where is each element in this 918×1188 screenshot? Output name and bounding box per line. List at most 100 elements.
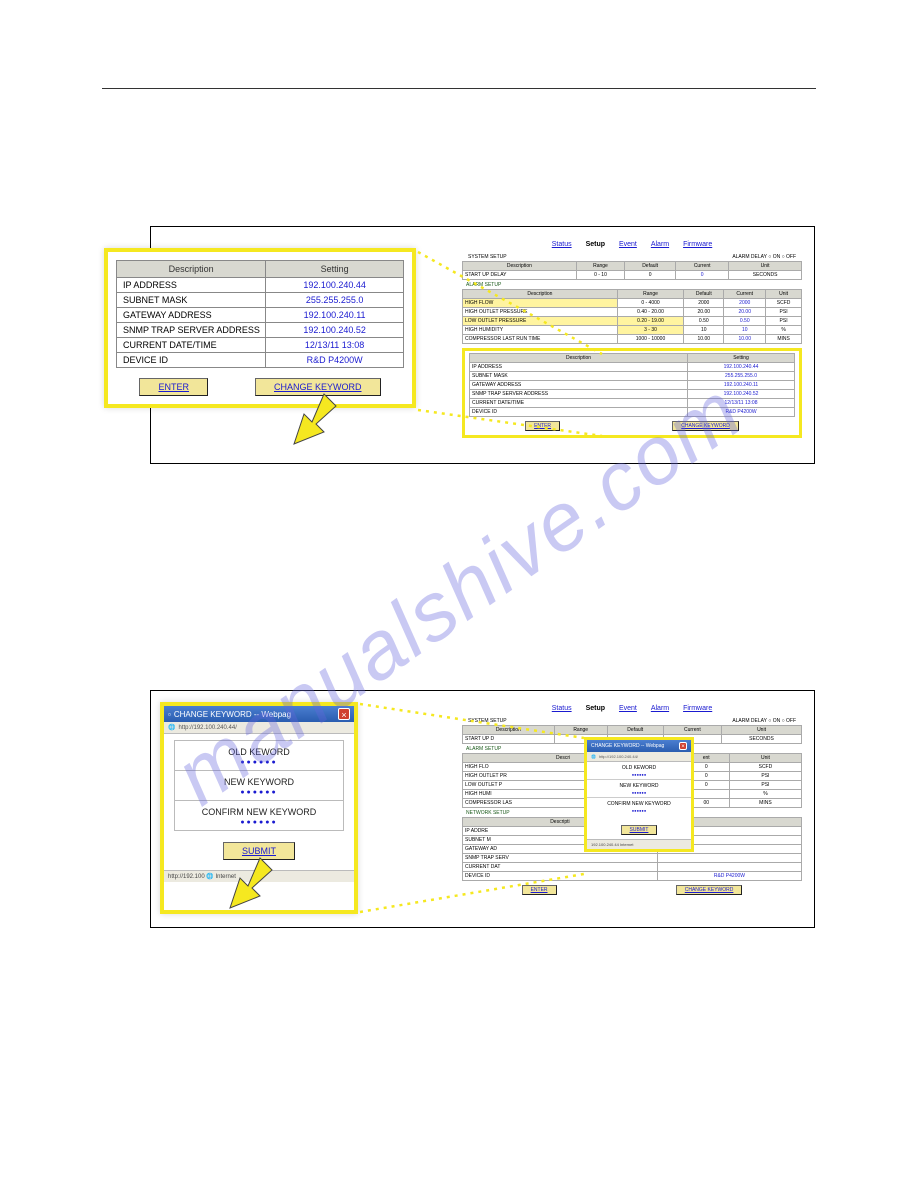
- c: Current: [663, 726, 721, 735]
- change-keyword-button-small[interactable]: CHANGE KEYWORD: [672, 421, 739, 431]
- globe-icon: 🌐: [206, 874, 215, 880]
- cell: 255.255.255.0: [266, 293, 404, 308]
- cell: 1000 - 10000: [617, 335, 683, 344]
- cell: CURRENT DATE/TIME: [470, 399, 688, 408]
- cell: DEVICE ID: [470, 408, 688, 417]
- arrow-change-keyword: [280, 388, 350, 454]
- network-setup-table-small: DescriptionSetting IP ADDRESS192.100.240…: [469, 353, 795, 417]
- col-default: Default: [684, 290, 724, 299]
- table-row: CURRENT DAT: [463, 863, 802, 872]
- table-row: HIGH OUTLET PRESSURE0.40 - 20.0020.0020.…: [463, 308, 802, 317]
- cell: SNMP TRAP SERVER ADDRESS: [470, 390, 688, 399]
- confirm-keyword-label: CONFIRM NEW KEYWORD: [175, 801, 343, 819]
- popup-titlebar-small: CHANGE KEYWORD -- Webpag ×: [587, 740, 691, 752]
- table-row: CURRENT DATE/TIME12/13/11 13:08: [470, 399, 795, 408]
- nav-event[interactable]: Event: [619, 705, 637, 712]
- network-setup-highlight-small: DescriptionSetting IP ADDRESS192.100.240…: [462, 348, 802, 438]
- cell: SUBNET MASK: [470, 372, 688, 381]
- col-current: Current: [724, 290, 766, 299]
- table-row: SUBNET MASK255.255.255.0: [470, 372, 795, 381]
- submit-button-small[interactable]: SUBMIT: [621, 825, 658, 835]
- cell: 0.50: [724, 317, 766, 326]
- cell: HIGH FLOW: [463, 299, 618, 308]
- cell: CURRENT DATE/TIME: [117, 338, 266, 353]
- globe-icon: 🌐: [168, 724, 175, 731]
- nav-firmware[interactable]: Firmware: [683, 705, 712, 712]
- off[interactable]: OFF: [786, 718, 796, 724]
- nav-status[interactable]: Status: [552, 241, 572, 248]
- nav-status[interactable]: Status: [552, 705, 572, 712]
- col-current: Current: [676, 262, 729, 271]
- cell: SCFD: [766, 299, 802, 308]
- cell: 0: [625, 271, 676, 280]
- nav-alarm[interactable]: Alarm: [651, 241, 669, 248]
- cell: %: [766, 326, 802, 335]
- popup-titlebar: ▫ CHANGE KEYWORD -- Webpag ×: [164, 706, 354, 722]
- cell: R&D P4200W: [657, 872, 801, 881]
- new-keyword-val-sm: ●●●●●●: [587, 790, 691, 798]
- popup-statusbar-small: 192.100.240.44 Internet: [587, 839, 691, 849]
- old-keyword-label-sm: OLD KEWORD: [587, 762, 691, 772]
- system-setup-table: Description Range Default Current Unit S…: [462, 261, 802, 280]
- cell: IP ADDRESS: [117, 278, 266, 293]
- cell: 10.00: [724, 335, 766, 344]
- cell: HIGH OUTLET PRESSURE: [463, 308, 618, 317]
- cell: R&D P4200W: [688, 408, 795, 417]
- nav-links: Status Setup Event Alarm Firmware: [462, 237, 802, 254]
- table-row: SNMP TRAP SERV: [463, 854, 802, 863]
- enter-button[interactable]: ENTER: [139, 378, 208, 396]
- cell: 10: [684, 326, 724, 335]
- close-icon[interactable]: ×: [338, 708, 350, 720]
- cell: PSI: [766, 308, 802, 317]
- nav-setup[interactable]: Setup: [586, 705, 605, 712]
- popup-title: CHANGE KEYWORD -- Webpag: [171, 710, 338, 719]
- alarm-delay-ctrl: ALARM DELAY ○ ON ○ OFF: [732, 254, 796, 260]
- popup-title-small: CHANGE KEYWORD -- Webpag: [591, 743, 664, 749]
- cell: 0.40 - 20.00: [617, 308, 683, 317]
- cell: 0 - 10: [576, 271, 624, 280]
- enter-button-small[interactable]: ENTER: [525, 421, 560, 431]
- table-row: HIGH HUMIDITY3 - 301010%: [463, 326, 802, 335]
- cell: 0.50: [684, 317, 724, 326]
- c: Unit: [722, 726, 802, 735]
- system-setup-header: SYSTEM SETUP ALARM DELAY ○ ON ○ OFF: [462, 254, 802, 261]
- alarm-delay-label: ALARM DELAY: [732, 718, 767, 724]
- change-keyword-button-small-2[interactable]: CHANGE KEYWORD: [676, 885, 743, 895]
- alarm-delay-label: ALARM DELAY: [732, 254, 767, 260]
- close-icon[interactable]: ×: [679, 742, 687, 750]
- popup-url: http://192.100.240.44/: [178, 725, 236, 731]
- col-unit: Unit: [766, 290, 802, 299]
- cell: 0 - 4000: [617, 299, 683, 308]
- old-keyword-field[interactable]: ●●●●●●: [175, 759, 343, 771]
- table-row: HIGH FLOW0 - 400020002000SCFD: [463, 299, 802, 308]
- table-row: DEVICE IDR&D P4200W: [463, 872, 802, 881]
- enter-button-small-2[interactable]: ENTER: [522, 885, 557, 895]
- alarm-delay-on[interactable]: ON: [773, 254, 781, 260]
- col-range: Range: [617, 290, 683, 299]
- on[interactable]: ON: [773, 718, 781, 724]
- new-keyword-field[interactable]: ●●●●●●: [175, 789, 343, 801]
- cell: 10.00: [684, 335, 724, 344]
- popup-url: http://192.100.240.44/: [599, 754, 638, 759]
- nav-event[interactable]: Event: [619, 241, 637, 248]
- table-row: GATEWAY ADDRESS192.100.240.11: [117, 308, 404, 323]
- col-setting: Setting: [688, 354, 795, 363]
- cell: GATEWAY ADDRESS: [470, 381, 688, 390]
- alarm-delay-off[interactable]: OFF: [786, 254, 796, 260]
- confirm-keyword-field[interactable]: ●●●●●●: [175, 819, 343, 830]
- table-row: DEVICE IDR&D P4200W: [117, 353, 404, 368]
- col-desc: Description: [463, 262, 577, 271]
- c: Range: [554, 726, 607, 735]
- setup-page-mini: Status Setup Event Alarm Firmware SYSTEM…: [462, 237, 802, 438]
- popup-addrbar-small: 🌐 http://192.100.240.44/: [587, 752, 691, 762]
- network-setup-table: Description Setting IP ADDRESS192.100.24…: [116, 260, 404, 368]
- alarm-setup-table: Description Range Default Current Unit H…: [462, 289, 802, 344]
- nav-alarm[interactable]: Alarm: [651, 705, 669, 712]
- cell: 0: [676, 271, 729, 280]
- nav-setup[interactable]: Setup: [586, 241, 605, 248]
- change-keyword-popup-small: CHANGE KEYWORD -- Webpag × 🌐 http://192.…: [584, 737, 694, 852]
- col-desc: Description: [463, 290, 618, 299]
- nav-firmware[interactable]: Firmware: [683, 241, 712, 248]
- globe-icon: 🌐: [591, 754, 596, 759]
- cell: 192.100.240.44: [688, 363, 795, 372]
